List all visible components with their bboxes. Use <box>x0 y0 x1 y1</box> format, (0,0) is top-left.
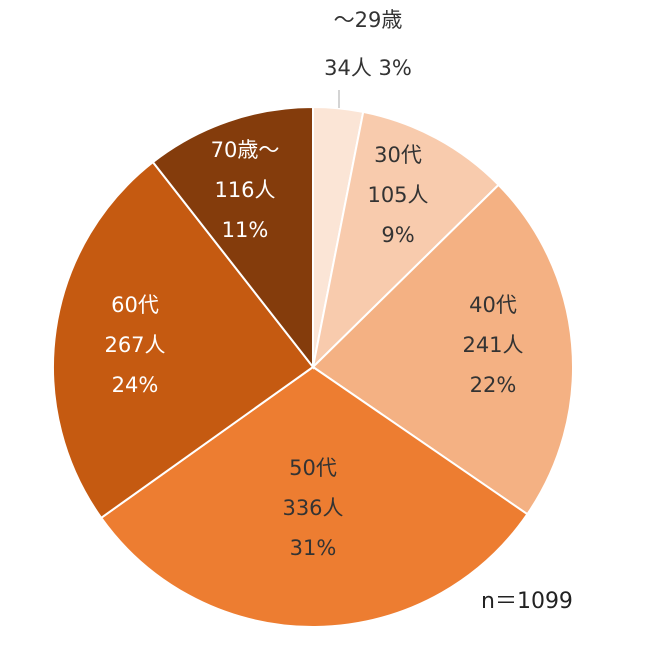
slice-category-label: 70歳～ <box>211 138 280 162</box>
slice-category-label: 60代 <box>111 293 159 317</box>
slice-count-label: 105人 <box>367 183 428 207</box>
slice-count-label: 267人 <box>104 333 165 357</box>
pie-slice <box>151 105 314 370</box>
slice-category-label: 30代 <box>374 143 422 167</box>
pie-slice <box>52 160 315 520</box>
slice-category-label: 50代 <box>289 456 337 480</box>
slice-count-label: 116人 <box>214 178 275 202</box>
slice-percent-label: 11% <box>222 218 269 242</box>
slice-percent-label: 31% <box>290 536 337 560</box>
sample-size-label: n＝1099 <box>481 589 573 614</box>
slice-percent-label: 24% <box>112 373 159 397</box>
slice-percent-label: 9% <box>381 223 414 247</box>
pie-slice <box>311 110 500 370</box>
pie-slice <box>99 365 529 628</box>
slice-count-label: 336人 <box>282 496 343 520</box>
slice-category-label: ～29歳 <box>334 8 403 32</box>
pie-slice <box>311 183 574 516</box>
slice-percent-label: 22% <box>470 373 517 397</box>
slice-count-percent-label: 34人 3% <box>324 56 412 80</box>
slice-count-label: 241人 <box>462 333 523 357</box>
slice-category-label: 40代 <box>469 293 517 317</box>
